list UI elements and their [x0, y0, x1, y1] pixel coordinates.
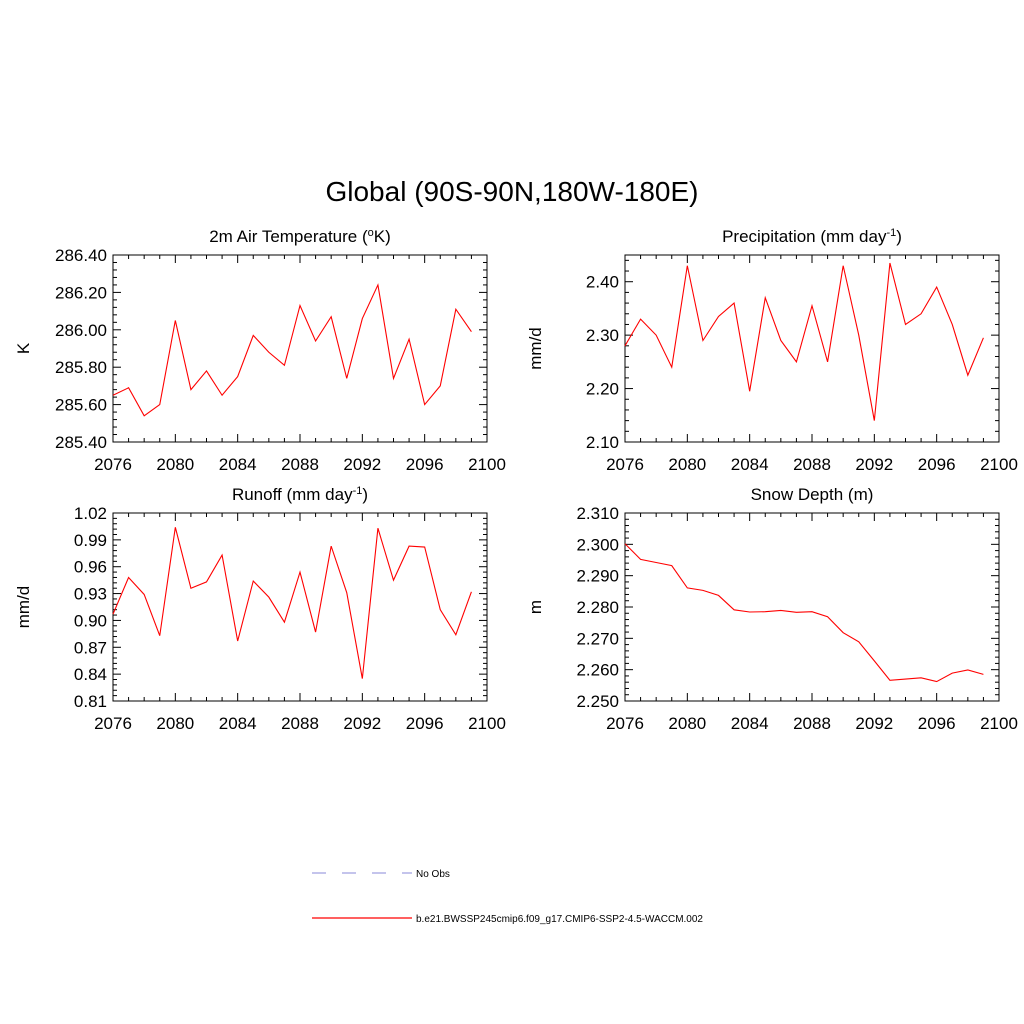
legend: No Obs b.e21.BWSSP245cmip6.f09_g17.CMIP6…	[312, 869, 703, 925]
x-tick-label: 2076	[606, 455, 644, 474]
y-axis-label: m	[526, 600, 545, 614]
y-tick-label: 2.250	[576, 692, 619, 711]
chart-runoff: Runoff (mm day-1) mm/d 2076 2080 2084 2088 209…	[14, 485, 506, 733]
y-tick-label: 285.40	[55, 433, 107, 452]
y-tick-label: 2.290	[576, 567, 619, 586]
chart-title-text: Runoff (mm day	[232, 485, 353, 504]
chart-title: Precipitation (mm day-1)	[722, 227, 902, 246]
series-line	[624, 543, 984, 683]
series-line	[112, 283, 472, 417]
x-tick-label: 2092	[343, 714, 381, 733]
x-tick-label: 2092	[343, 455, 381, 474]
chart-title: Runoff (mm day-1)	[232, 485, 368, 504]
y-tick-label: 0.87	[74, 638, 107, 657]
y-tick-label: 0.93	[74, 585, 107, 604]
chart-title: Snow Depth (m)	[751, 485, 874, 504]
x-tick-label: 2088	[281, 455, 319, 474]
y-tick-label: 1.02	[74, 504, 107, 523]
chart-title-superscript: o	[368, 227, 374, 239]
y-tick-label: 2.260	[576, 661, 619, 680]
x-tick-label: 2084	[219, 455, 257, 474]
x-tick-label: 2084	[731, 455, 769, 474]
y-axis-label: K	[14, 342, 33, 354]
y-tick-label: 0.90	[74, 611, 107, 630]
x-tick-label: 2080	[668, 714, 706, 733]
x-tick-label: 2084	[731, 714, 769, 733]
chart-title-superscript: -1	[353, 485, 363, 497]
y-tick-label: 2.300	[576, 535, 619, 554]
y-axis-label: mm/d	[14, 586, 33, 629]
y-tick-label: 2.10	[586, 433, 619, 452]
y-tick-label: 2.40	[586, 273, 619, 292]
chart-title-superscript: -1	[886, 227, 896, 239]
y-tick-label: 286.20	[55, 283, 107, 302]
chart-title-suffix: )	[896, 227, 902, 246]
x-tick-label: 2096	[406, 455, 444, 474]
chart-title-suffix: K)	[374, 227, 391, 246]
x-tick-label: 2080	[156, 714, 194, 733]
chart-snow-depth: Snow Depth (m) m 2076 2080 2084 2088 2092 2096 2…	[526, 485, 1018, 733]
y-tick-label: 2.280	[576, 598, 619, 617]
x-tick-label: 2100	[468, 455, 506, 474]
page-title: Global (90S-90N,180W-180E)	[325, 176, 698, 207]
x-tick-label: 2088	[281, 714, 319, 733]
chart-precipitation: Precipitation (mm day-1) mm/d 2076 2080 2084…	[526, 227, 1018, 474]
chart-title-text: Precipitation (mm day	[722, 227, 887, 246]
x-tick-label: 2092	[855, 455, 893, 474]
y-tick-label: 0.84	[74, 665, 107, 684]
x-tick-label: 2096	[918, 455, 956, 474]
x-tick-label: 2076	[606, 714, 644, 733]
x-tick-label: 2084	[219, 714, 257, 733]
y-tick-label: 285.80	[55, 358, 107, 377]
chart-title-suffix: )	[362, 485, 368, 504]
series-line	[112, 527, 472, 679]
x-tick-label: 2080	[668, 455, 706, 474]
series-line	[624, 262, 984, 421]
y-tick-label: 286.00	[55, 321, 107, 340]
chart-panels: 2m Air Temperature (oK) K 2076 2080 2084 2088…	[14, 227, 1018, 733]
x-tick-label: 2076	[94, 455, 132, 474]
y-tick-label: 2.30	[586, 326, 619, 345]
x-tick-label: 2100	[980, 714, 1018, 733]
x-tick-label: 2096	[918, 714, 956, 733]
x-tick-label: 2088	[793, 455, 831, 474]
chart-title-text: Snow Depth (m)	[751, 485, 874, 504]
y-tick-label: 2.20	[586, 380, 619, 399]
legend-label-model: b.e21.BWSSP245cmip6.f09_g17.CMIP6-SSP2-4…	[416, 914, 703, 925]
y-tick-label: 0.96	[74, 558, 107, 577]
chart-title: 2m Air Temperature (oK)	[209, 227, 391, 246]
y-tick-label: 286.40	[55, 246, 107, 265]
x-tick-label: 2092	[855, 714, 893, 733]
x-tick-label: 2096	[406, 714, 444, 733]
x-tick-label: 2076	[94, 714, 132, 733]
y-tick-label: 285.60	[55, 396, 107, 415]
chart-title-text: 2m Air Temperature (	[209, 227, 368, 246]
y-tick-label: 2.270	[576, 629, 619, 648]
x-tick-label: 2080	[156, 455, 194, 474]
y-tick-label: 0.81	[74, 692, 107, 711]
y-axis-label: mm/d	[526, 327, 545, 370]
legend-label-no-obs: No Obs	[416, 869, 450, 880]
x-tick-label: 2088	[793, 714, 831, 733]
x-tick-label: 2100	[468, 714, 506, 733]
y-tick-label: 2.310	[576, 504, 619, 523]
y-tick-label: 0.99	[74, 531, 107, 550]
x-tick-label: 2100	[980, 455, 1018, 474]
chart-temperature: 2m Air Temperature (oK) K 2076 2080 2084 2088…	[14, 227, 506, 474]
